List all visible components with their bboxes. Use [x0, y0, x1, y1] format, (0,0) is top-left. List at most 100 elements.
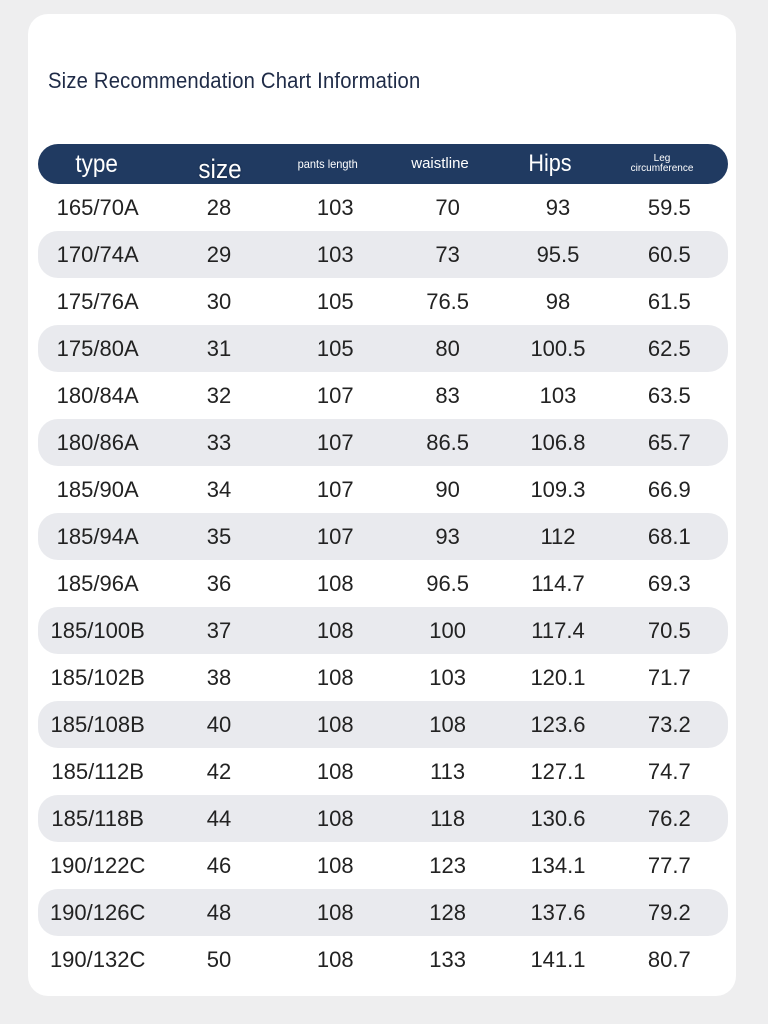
cell-hips: 114.7	[531, 570, 585, 596]
cell-pants-length: 108	[316, 664, 354, 690]
cell-hips: 103	[539, 382, 577, 408]
cell-type: 190/126C	[49, 899, 146, 925]
cell-pants-length: 105	[316, 335, 354, 361]
cell-pants-length: 108	[316, 758, 354, 784]
cell-type: 185/100B	[50, 617, 145, 643]
table-row: 175/76A 30 105 76.5 98 61.5	[38, 278, 728, 325]
cell-waistline: 103	[429, 664, 466, 690]
header-type: type	[38, 149, 156, 178]
size-table: type size pants length waistline Hips Le…	[38, 144, 728, 983]
cell-leg-circumference: 79.2	[647, 899, 691, 925]
cell-waistline: 100	[429, 617, 466, 643]
cell-hips: 134.1	[530, 852, 586, 878]
cell-type: 190/122C	[49, 852, 146, 878]
cell-hips: 120.1	[530, 664, 586, 690]
header-leg-line2: circumference	[630, 163, 694, 174]
table-row: 185/112B 42 108 113 127.1 74.7	[38, 748, 728, 795]
cell-leg-circumference: 66.9	[647, 476, 691, 502]
cell-size: 37	[206, 617, 232, 643]
cell-type: 175/80A	[56, 335, 139, 361]
cell-size: 44	[206, 805, 232, 831]
cell-size: 40	[206, 711, 232, 737]
table-row: 185/108B 40 108 108 123.6 73.2	[38, 701, 728, 748]
table-row: 175/80A 31 105 80 100.5 62.5	[38, 325, 728, 372]
cell-leg-circumference: 73.2	[647, 711, 691, 737]
cell-size: 28	[206, 194, 232, 220]
table-header: type size pants length waistline Hips Le…	[38, 144, 728, 184]
header-hips-label: Hips	[528, 150, 572, 178]
header-waistline-label: waistline	[411, 154, 469, 172]
cell-type: 185/112B	[51, 758, 144, 784]
cell-waistline: 96.5	[426, 570, 470, 596]
cell-waistline: 133	[429, 946, 466, 972]
header-type-label: type	[75, 149, 119, 178]
cell-waistline: 90	[435, 476, 460, 502]
cell-type: 185/102B	[50, 664, 145, 690]
cell-hips: 127.1	[530, 758, 586, 784]
cell-waistline: 80	[435, 335, 460, 361]
cell-pants-length: 108	[316, 852, 354, 878]
cell-leg-circumference: 62.5	[647, 335, 691, 361]
cell-pants-length: 107	[316, 382, 354, 408]
cell-size: 46	[206, 852, 232, 878]
cell-waistline: 108	[429, 711, 466, 737]
cell-pants-length: 107	[316, 429, 354, 455]
cell-leg-circumference: 63.5	[647, 382, 691, 408]
cell-hips: 98	[545, 288, 571, 314]
cell-hips: 141.1	[530, 946, 586, 972]
table-row: 170/74A 29 103 73 95.5 60.5	[38, 231, 728, 278]
cell-leg-circumference: 74.7	[647, 758, 691, 784]
cell-waistline: 76.5	[426, 288, 470, 314]
table-row: 190/132C 50 108 133 141.1 80.7	[38, 936, 728, 983]
cell-type: 185/96A	[56, 570, 139, 596]
cell-type: 175/76A	[56, 288, 139, 314]
header-leg-circumference: Leg circumference	[610, 152, 714, 175]
table-row: 185/100B 37 108 100 117.4 70.5	[38, 607, 728, 654]
cell-type: 180/86A	[56, 429, 139, 455]
cell-size: 50	[206, 946, 232, 972]
cell-pants-length: 105	[316, 288, 354, 314]
cell-pants-length: 108	[316, 805, 354, 831]
cell-hips: 93	[545, 194, 571, 220]
cell-waistline: 118	[430, 805, 466, 831]
cell-pants-length: 107	[316, 523, 354, 549]
header-waistline: waistline	[390, 154, 490, 173]
cell-leg-circumference: 65.7	[647, 429, 691, 455]
header-hips: Hips	[490, 151, 610, 176]
cell-pants-length: 108	[316, 899, 354, 925]
cell-type: 185/90A	[56, 476, 139, 502]
cell-leg-circumference: 80.7	[647, 946, 691, 972]
cell-size: 38	[206, 664, 232, 690]
cell-pants-length: 108	[316, 617, 354, 643]
header-leg-line1: Leg	[653, 152, 671, 164]
cell-type: 180/84A	[56, 382, 139, 408]
table-row: 185/90A 34 107 90 109.3 66.9	[38, 466, 728, 513]
cell-waistline: 113	[430, 758, 466, 784]
table-row: 165/70A 28 103 70 93 59.5	[38, 184, 728, 231]
page-title: Size Recommendation Chart Information	[48, 68, 421, 93]
cell-pants-length: 103	[316, 241, 354, 267]
cell-leg-circumference: 69.3	[647, 570, 691, 596]
cell-hips: 130.6	[530, 805, 586, 831]
cell-hips: 112	[540, 523, 576, 549]
cell-type: 185/94A	[56, 523, 139, 549]
cell-hips: 106.8	[530, 429, 586, 455]
cell-size: 30	[206, 288, 232, 314]
table-row: 185/94A 35 107 93 112 68.1	[38, 513, 728, 560]
cell-leg-circumference: 70.5	[647, 617, 691, 643]
cell-leg-circumference: 77.7	[647, 852, 691, 878]
header-size: size	[156, 145, 306, 184]
table-row: 185/102B 38 108 103 120.1 71.7	[38, 654, 728, 701]
table-row: 190/126C 48 108 128 137.6 79.2	[38, 889, 728, 936]
cell-hips: 123.6	[530, 711, 586, 737]
cell-pants-length: 108	[316, 711, 354, 737]
cell-waistline: 128	[429, 899, 466, 925]
table-row: 190/122C 46 108 123 134.1 77.7	[38, 842, 728, 889]
cell-size: 31	[206, 335, 232, 361]
cell-hips: 137.6	[530, 899, 586, 925]
cell-size: 48	[206, 899, 232, 925]
cell-type: 170/74A	[56, 241, 139, 267]
cell-hips: 117.4	[531, 617, 585, 643]
cell-leg-circumference: 61.5	[647, 288, 691, 314]
